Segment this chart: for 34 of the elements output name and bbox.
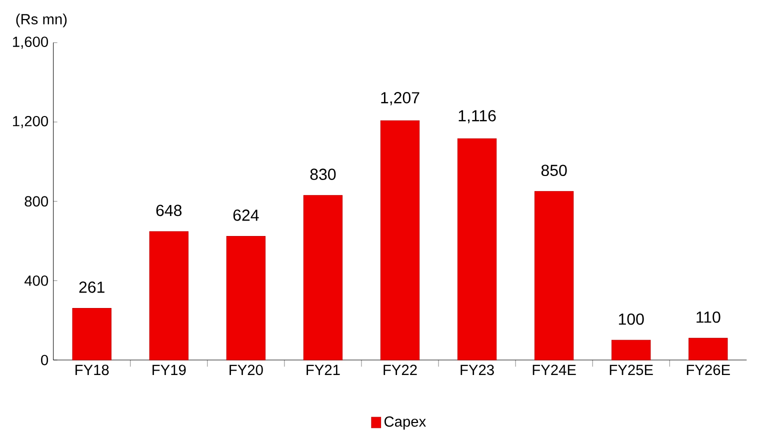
bar	[534, 191, 574, 360]
x-tick-label: FY23	[460, 364, 494, 376]
bar	[149, 231, 188, 360]
y-tick-label: 800	[24, 196, 48, 207]
x-tick-label: FY26E	[686, 364, 730, 376]
bar	[303, 195, 343, 360]
text: 100	[618, 313, 644, 325]
x-tick-label: FY22	[384, 364, 417, 375]
text: 1,116	[458, 110, 496, 124]
bar	[72, 308, 112, 360]
text: 830	[310, 168, 336, 180]
y-tick-label: 400	[24, 275, 48, 286]
x-tick-label: FY24E	[532, 364, 576, 375]
legend-label: Capex	[384, 416, 426, 430]
x-tick-label: FY21	[306, 364, 340, 375]
text: 850	[541, 164, 567, 176]
bar	[457, 138, 497, 360]
bar	[226, 236, 266, 360]
bar	[380, 120, 420, 360]
bar	[688, 338, 728, 360]
text: 624	[233, 210, 259, 221]
x-tick-label: FY20	[230, 364, 263, 376]
x-tick-label: FY25E	[610, 364, 653, 376]
x-tick-label: FY19	[152, 364, 186, 376]
x-tick-label: FY18	[76, 364, 109, 376]
text: 261	[79, 282, 104, 293]
y-tick-label: 1,200	[13, 116, 48, 128]
y-axis-title: (Rs mn)	[16, 14, 67, 28]
bar	[612, 340, 651, 360]
y-tick-label: 0	[41, 354, 48, 366]
text: 1,207	[381, 92, 420, 106]
y-tick-label: 1,600	[13, 36, 48, 49]
text: 648	[156, 204, 182, 216]
text: 110	[696, 311, 720, 323]
